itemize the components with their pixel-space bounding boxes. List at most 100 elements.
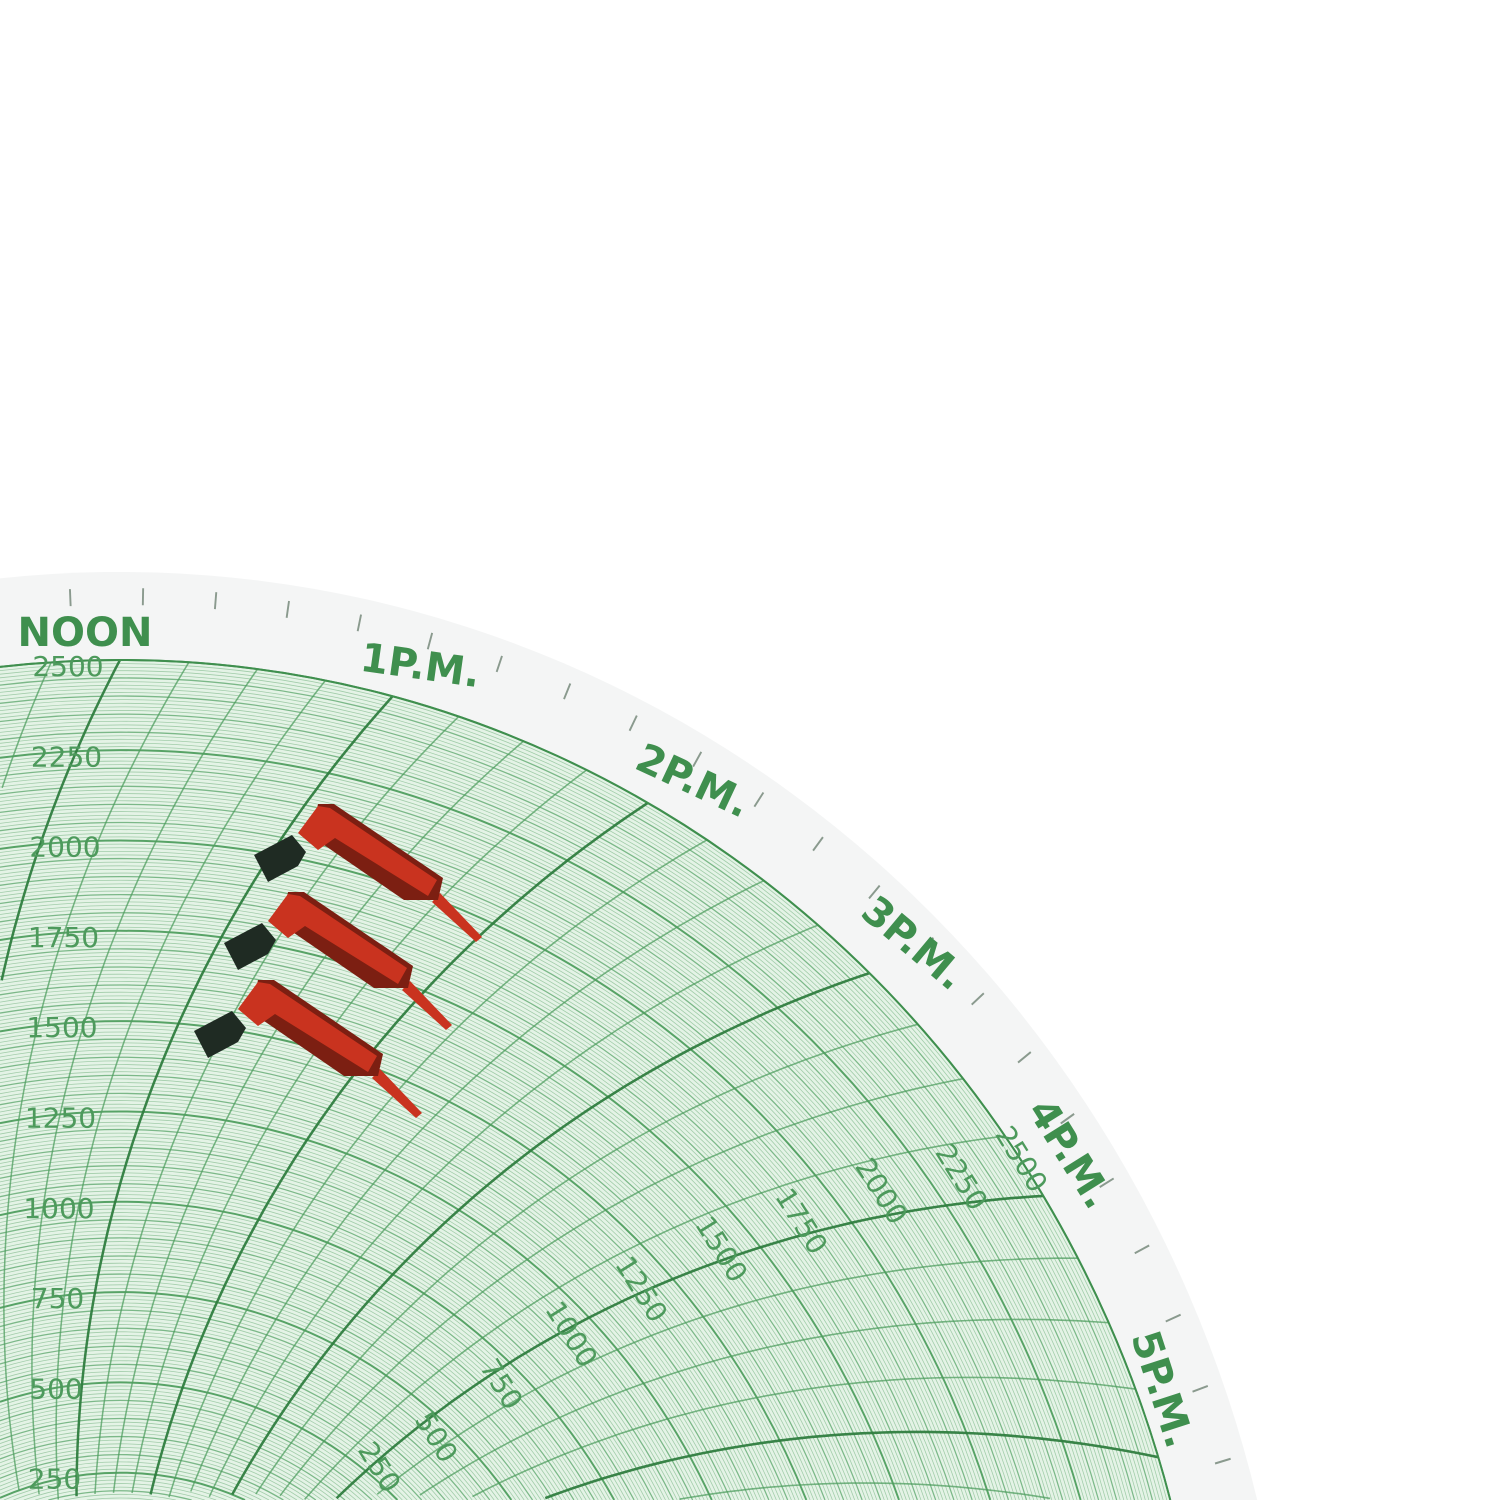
value-circle <box>0 1194 623 1500</box>
value-label-noon: 250 <box>28 1463 81 1496</box>
value-circle <box>0 1168 651 1500</box>
value-circle <box>0 851 980 1500</box>
value-circle <box>0 1100 724 1500</box>
value-circle <box>0 789 1042 1500</box>
value-circle <box>0 1208 607 1500</box>
value-circle <box>0 1096 728 1500</box>
value-circle <box>0 753 1078 1500</box>
value-circle <box>0 731 1100 1500</box>
rim-tick <box>1134 1244 1150 1255</box>
value-circle <box>0 1071 755 1500</box>
value-circle <box>64 1493 176 1500</box>
value-circle <box>0 1200 616 1500</box>
value-circle <box>0 1371 413 1500</box>
value-circle <box>0 1161 659 1500</box>
value-circle <box>0 818 1013 1500</box>
value-circle <box>0 1410 357 1500</box>
value-circle <box>0 1060 766 1500</box>
value-circle <box>0 1298 504 1500</box>
rim-ticks <box>68 588 1231 1465</box>
value-circle <box>0 1002 826 1500</box>
value-label-noon: 1000 <box>23 1192 94 1225</box>
rim-tick <box>971 992 985 1006</box>
quarter-hour-line <box>255 1023 919 1495</box>
value-circle <box>0 1197 619 1500</box>
value-circle <box>0 793 1038 1500</box>
value-circle <box>0 1342 450 1500</box>
value-circle <box>0 695 1136 1500</box>
rim-tick <box>1060 1113 1075 1125</box>
value-circle <box>0 1006 822 1500</box>
quarter-hour-line <box>190 879 765 1492</box>
hour-line <box>231 971 870 1496</box>
value-circle <box>0 1009 818 1500</box>
value-circle <box>0 944 885 1500</box>
value-circle <box>0 1053 773 1500</box>
value-circle <box>0 1223 591 1500</box>
value-circle <box>0 1150 670 1500</box>
value-circle <box>0 684 1146 1500</box>
value-circle <box>0 1204 611 1500</box>
value-circle <box>0 746 1085 1500</box>
value-circle <box>0 1067 758 1500</box>
value-circle <box>0 879 951 1500</box>
value-circle <box>0 1237 575 1500</box>
value-circle <box>0 966 863 1500</box>
value-circle <box>0 1110 713 1500</box>
value-circle <box>0 1288 516 1500</box>
value-circle <box>48 1490 192 1500</box>
value-circle <box>0 1158 662 1500</box>
quarter-hour-line <box>419 1318 1109 1496</box>
value-circle <box>0 771 1060 1500</box>
value-label-noon: 2250 <box>31 740 102 773</box>
value-circle <box>0 739 1092 1500</box>
hour-line <box>544 1430 1159 1500</box>
value-circle <box>0 926 903 1500</box>
value-circle <box>0 807 1024 1500</box>
value-circle <box>0 1082 743 1500</box>
value-circle <box>0 713 1118 1500</box>
value-circle <box>0 1471 246 1500</box>
value-circle <box>0 1042 785 1500</box>
value-circle <box>0 803 1028 1500</box>
value-circle <box>0 1374 408 1500</box>
rim-tick <box>356 614 362 632</box>
quarter-hour-line <box>112 740 524 1493</box>
value-circle <box>0 670 1160 1500</box>
value-circle <box>0 1439 310 1500</box>
value-circle <box>0 869 962 1500</box>
value-circle <box>0 1450 291 1500</box>
value-circle <box>0 1324 473 1500</box>
value-circle <box>0 883 947 1500</box>
value-circle <box>0 742 1089 1500</box>
value-circle <box>0 1146 674 1500</box>
recorder-pen <box>224 892 452 1030</box>
quarter-hour-line <box>55 679 327 1500</box>
value-circle <box>0 796 1035 1500</box>
value-circle <box>0 767 1064 1500</box>
quarter-hour-line <box>279 1077 964 1497</box>
value-circle <box>0 959 870 1500</box>
value-circle <box>0 1399 373 1500</box>
value-circle <box>0 929 900 1500</box>
value-circle <box>0 876 955 1500</box>
value-circle <box>0 699 1132 1500</box>
value-circle <box>0 1313 486 1500</box>
value-circle <box>0 1262 546 1500</box>
quarter-hour-line <box>376 1257 1078 1495</box>
value-circle <box>0 674 1157 1500</box>
value-circle <box>0 681 1150 1500</box>
rim-tick <box>812 836 824 852</box>
value-circle <box>0 901 929 1500</box>
pen-cap <box>194 1011 246 1058</box>
value-circle <box>0 814 1017 1500</box>
value-circle <box>0 688 1143 1500</box>
value-circle <box>0 1309 491 1500</box>
value-circle <box>0 941 889 1500</box>
quarter-hour-line <box>3 661 190 1491</box>
value-circle <box>0 1327 469 1500</box>
value-circle <box>0 1302 499 1500</box>
value-circle <box>0 1255 554 1500</box>
hour-line <box>75 695 394 1497</box>
value-circle <box>0 1385 393 1500</box>
